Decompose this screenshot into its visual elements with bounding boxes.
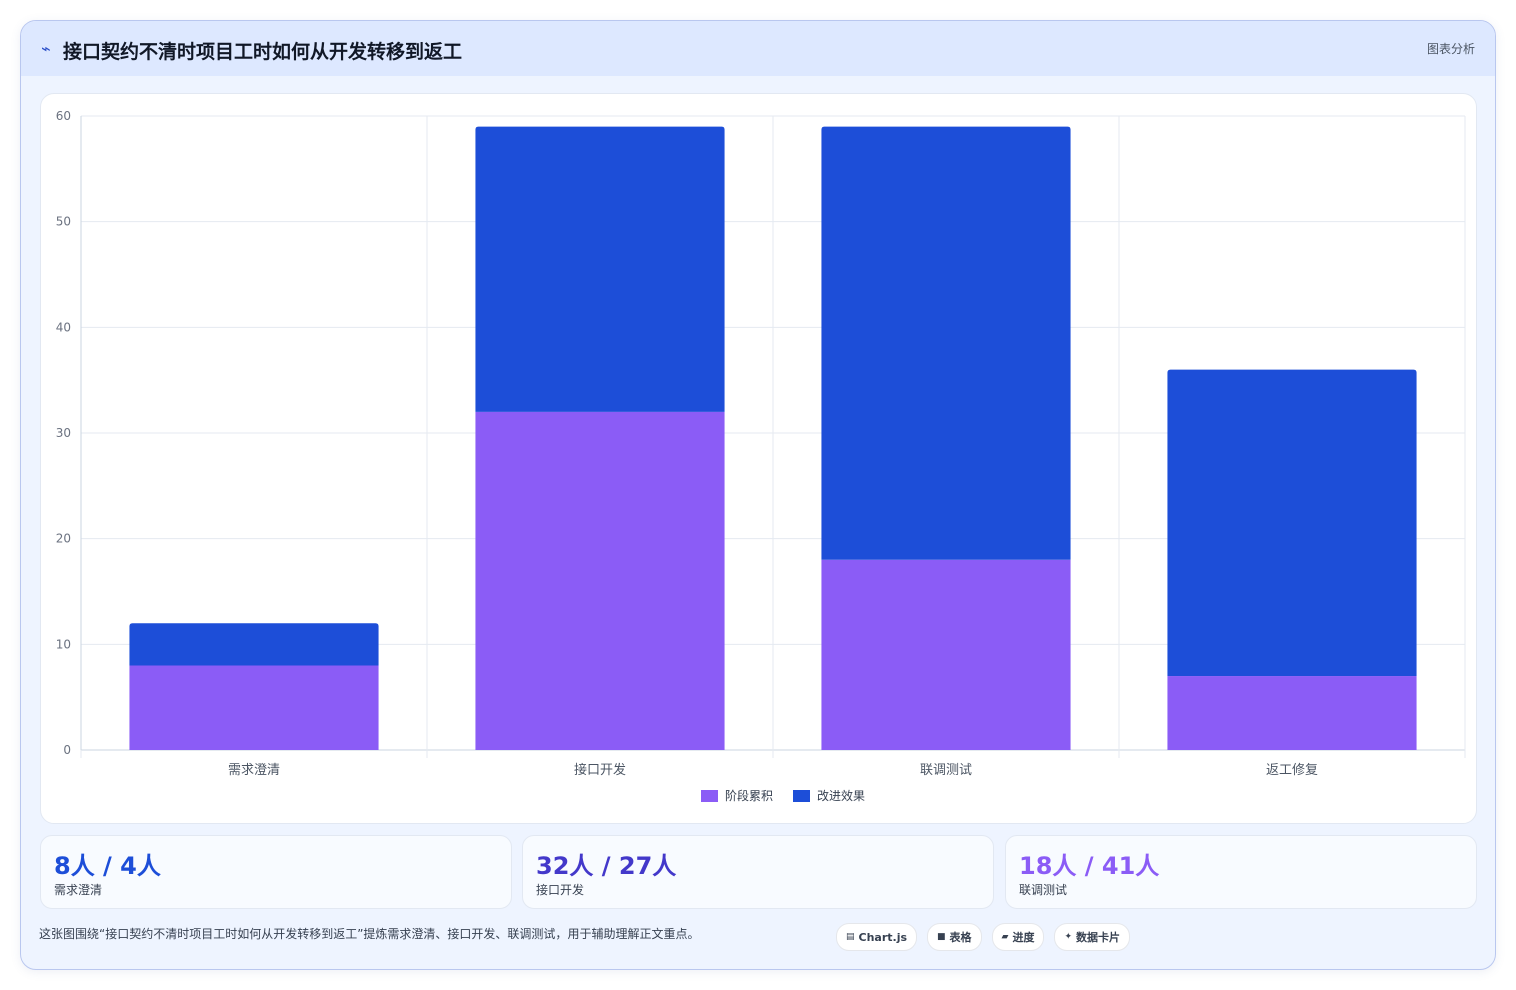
x-tick-label: 接口开发 xyxy=(574,762,626,778)
bar-segment xyxy=(821,559,1071,750)
trend-icon: ⌁ xyxy=(41,39,51,58)
chip-progress[interactable]: ▰ 进度 xyxy=(991,923,1045,951)
chart-card: 0 10 20 30 40 50 60 需求澄清 接口开发 联调测试 返工修复阶段累积 改进效果 xyxy=(40,93,1477,824)
y-tick-label: 50 xyxy=(56,215,71,229)
table-icon: ■ xyxy=(937,932,946,942)
panel-title: 接口契约不清时项目工时如何从开发转移到返工 xyxy=(63,41,463,63)
legend-label: 改进效果 xyxy=(817,788,865,803)
stat-value: 32人 / 27人 xyxy=(536,852,677,880)
chip-label: Chart.js xyxy=(858,930,908,944)
stat-value: 8人 / 4人 xyxy=(54,852,161,880)
bar-segment xyxy=(821,126,1071,560)
bar-segment xyxy=(1167,369,1417,677)
y-tick-label: 40 xyxy=(56,320,71,334)
chip-label: 数据卡片 xyxy=(1076,931,1121,944)
legend-swatch xyxy=(701,790,718,802)
panel-header: ⌁ 接口契约不清时项目工时如何从开发转移到返工 图表分析 xyxy=(21,21,1495,76)
stat-label: 接口开发 xyxy=(536,883,585,897)
bar-segment xyxy=(1167,676,1417,750)
bar-segment xyxy=(475,126,725,412)
stat-card-1: 8人 / 4人 需求澄清 xyxy=(40,835,512,909)
legend-swatch xyxy=(793,790,810,802)
y-tick-label: 0 xyxy=(63,743,71,757)
sparkle-icon: ✦ xyxy=(1064,932,1073,942)
bar-segment xyxy=(129,665,379,750)
chip-label: 进度 xyxy=(1012,931,1035,944)
stat-card-3: 18人 / 41人 联调测试 xyxy=(1005,835,1477,909)
chip-data-cards[interactable]: ✦ 数据卡片 xyxy=(1054,923,1131,951)
panel-tag: 图表分析 xyxy=(1426,42,1475,56)
chip-row: ▤ Chart.js ■ 表格 ▰ 进度 ✦ 数据卡片 xyxy=(836,923,1131,951)
chart-caption: 这张图围绕“接口契约不清时项目工时如何从开发转移到返工”提炼需求澄清、接口开发、… xyxy=(39,927,700,941)
y-tick-label: 30 xyxy=(56,426,71,440)
stat-label: 需求澄清 xyxy=(54,883,103,897)
stat-label: 联调测试 xyxy=(1019,883,1068,897)
legend-label: 阶段累积 xyxy=(725,788,773,803)
x-tick-label: 需求澄清 xyxy=(228,763,280,778)
y-tick-label: 20 xyxy=(56,532,71,546)
chart-icon: ▤ xyxy=(846,932,855,942)
progress-icon: ▰ xyxy=(1001,932,1009,942)
stat-card-2: 32人 / 27人 接口开发 xyxy=(522,835,994,909)
bar-segment xyxy=(475,411,725,750)
y-tick-label: 10 xyxy=(56,637,71,651)
chip-label: 表格 xyxy=(949,931,972,944)
y-tick-label: 60 xyxy=(56,109,71,123)
chart-panel: ⌁ 接口契约不清时项目工时如何从开发转移到返工 图表分析 0 10 20 30 40 50… xyxy=(20,20,1496,970)
stat-value: 18人 / 41人 xyxy=(1019,852,1160,880)
x-tick-label: 返工修复 xyxy=(1266,763,1318,778)
chip-chartjs[interactable]: ▤ Chart.js xyxy=(836,923,918,951)
bar-segment xyxy=(129,623,379,666)
x-tick-label: 联调测试 xyxy=(920,763,972,778)
chip-table[interactable]: ■ 表格 xyxy=(927,923,982,951)
